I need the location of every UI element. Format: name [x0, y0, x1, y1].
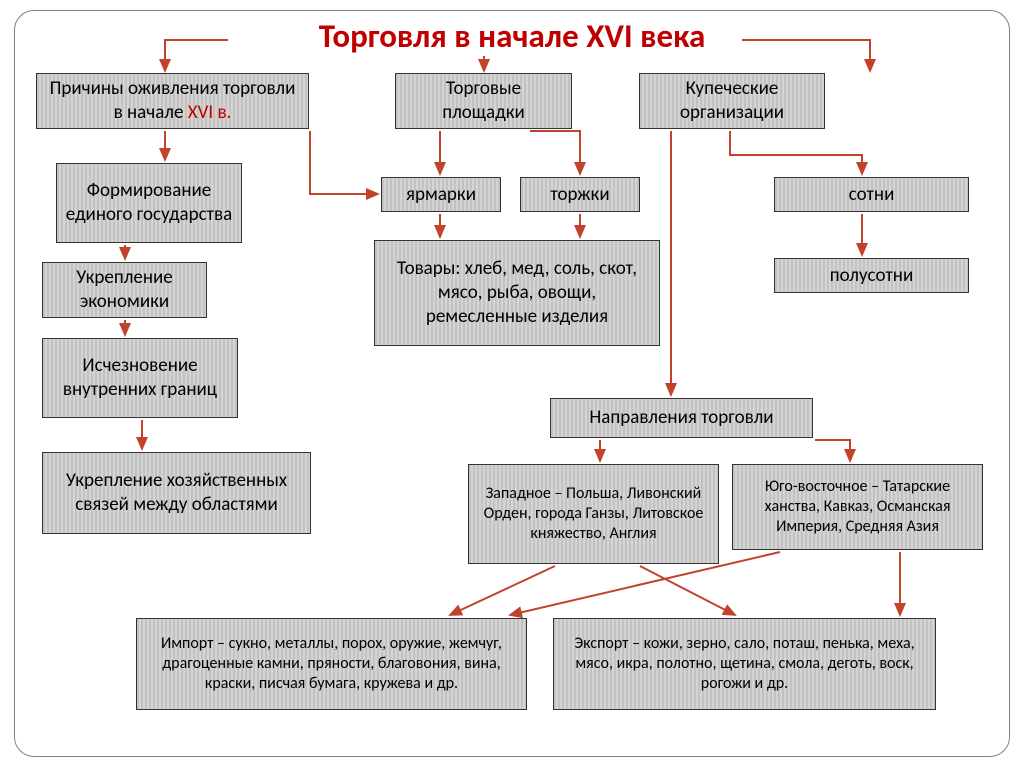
- box-fairs: ярмарки: [381, 177, 501, 212]
- box-sotni: сотни: [774, 177, 969, 212]
- box-export: Экспорт – кожи, зерно, сало, поташ, пень…: [553, 618, 936, 710]
- box-economy: Укрепление экономики: [42, 262, 207, 318]
- box-torzhki: торжки: [520, 177, 640, 212]
- text-part: Причины оживления торговли в начале: [50, 77, 296, 124]
- box-formation: Формирование единого государства: [56, 163, 242, 243]
- box-borders: Исчезновение внутренних границ: [42, 338, 238, 418]
- box-directions: Направления торговли: [550, 398, 813, 438]
- box-merchants: Купеческие организации: [639, 73, 825, 129]
- box-platforms: Торговые площадки: [395, 73, 572, 129]
- text-part-red: XVI в.: [188, 101, 232, 124]
- box-polusotni: полусотни: [774, 258, 969, 293]
- box-reasons-head: Причины оживления торговли в начале XVI …: [36, 73, 309, 129]
- box-import: Импорт – сукно, металлы, порох, оружие, …: [136, 618, 527, 710]
- box-goods: Товары: хлеб, мед, соль, скот, мясо, рыб…: [374, 240, 660, 346]
- diagram-title: Торговля в начале XVI века: [0, 16, 1024, 56]
- box-west: Западное – Польша, Ливонский Орден, горо…: [468, 464, 719, 564]
- box-ties: Укрепление хозяйственных связей между об…: [42, 452, 311, 534]
- box-southeast: Юго-восточное – Татарские ханства, Кавка…: [732, 464, 983, 550]
